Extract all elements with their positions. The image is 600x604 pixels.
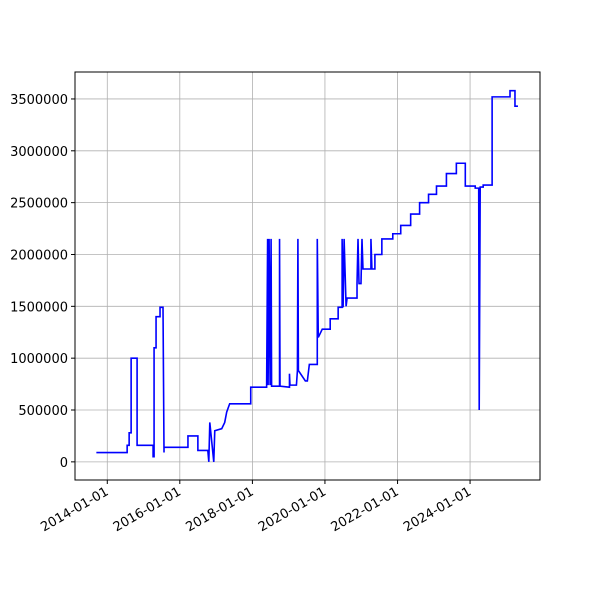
y-tick-label: 3500000 <box>10 93 68 108</box>
y-tick-label: 1500000 <box>10 300 68 315</box>
y-tick-label: 1000000 <box>10 352 68 367</box>
y-tick-label: 2500000 <box>10 197 68 212</box>
plot-frame <box>74 71 541 481</box>
y-tick-label: 0 <box>60 456 68 471</box>
data-line <box>96 89 518 462</box>
y-tick-label: 2000000 <box>10 248 68 263</box>
y-tick-label: 3000000 <box>10 145 68 160</box>
y-tick-label: 500000 <box>18 404 68 419</box>
